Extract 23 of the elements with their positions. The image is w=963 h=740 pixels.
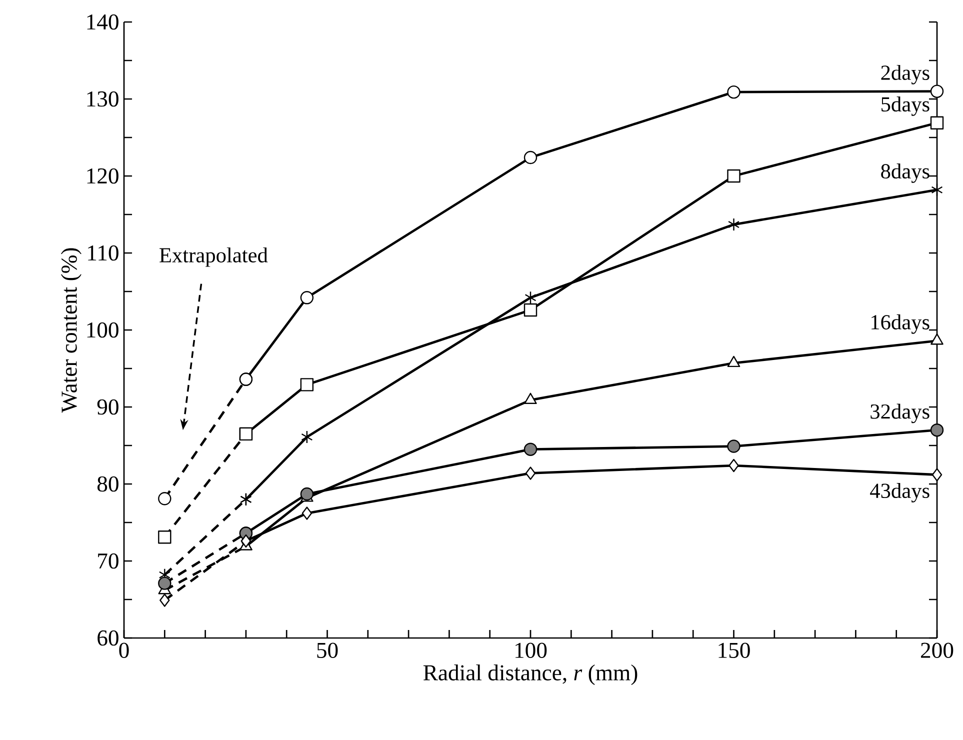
legend-label: 16days — [872, 314, 930, 334]
x-tick-label: 200 — [921, 642, 954, 658]
y-tick-label: 140 — [87, 14, 118, 30]
y-tick-label: 90 — [97, 399, 118, 415]
legend-label: 32days — [870, 404, 930, 424]
y-tick-label: 70 — [98, 553, 118, 569]
legend-label: 2days — [881, 64, 930, 84]
y-tick-label: 100 — [87, 322, 118, 338]
y-axis-title: Water content (%) — [60, 248, 82, 413]
y-tick-label: 120 — [87, 168, 118, 184]
legend-label: 43days — [870, 483, 930, 502]
legend-label: 8days — [881, 164, 930, 183]
x-tick-label: 0 — [119, 642, 129, 658]
x-tick-label: 50 — [317, 642, 338, 658]
annotation: Extrapolated — [160, 247, 268, 267]
y-tick-label: 60 — [98, 630, 118, 646]
y-tick-label: 110 — [88, 245, 118, 261]
legend-label: 5days — [882, 96, 930, 116]
x-axis-title: Radial distance, r (mm) — [423, 664, 638, 686]
x-tick-label: 100 — [515, 642, 547, 658]
x-tick-label: 150 — [718, 642, 750, 658]
y-tick-label: 80 — [97, 476, 118, 492]
y-tick-label: 130 — [87, 91, 118, 107]
